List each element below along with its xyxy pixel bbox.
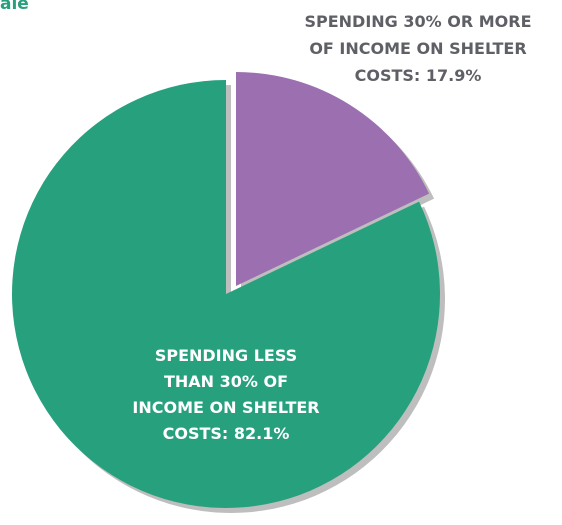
slice-label-line: SPENDING 30% OR MORE [304, 12, 531, 31]
pie-slice-30-or-more [236, 72, 430, 286]
slice-label-line: INCOME ON SHELTER [132, 398, 319, 417]
slice-label-line: SPENDING LESS [155, 346, 297, 365]
slice-label-line: OF INCOME ON SHELTER [309, 39, 526, 58]
chart-heading: ale [0, 0, 29, 14]
slice-label-less-than-30: SPENDING LESS THAN 30% OF INCOME ON SHELTE… [132, 346, 319, 443]
slice-label-30-or-more: SPENDING 30% OR MORE OF INCOME ON SHELTER… [304, 12, 531, 85]
pie-slice-less-than-30 [11, 80, 440, 509]
slice-label-line: THAN 30% OF [164, 372, 288, 391]
slice-label-line: COSTS: 17.9% [355, 66, 482, 85]
slice-label-line: COSTS: 82.1% [163, 424, 290, 443]
